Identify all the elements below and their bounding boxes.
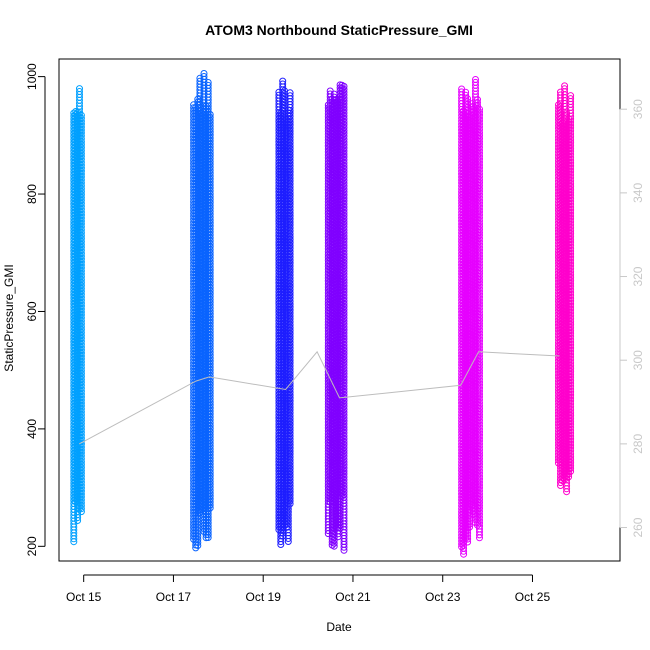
series-group [458,76,483,558]
series-layer [70,70,575,558]
data-point [196,74,204,82]
series-group [70,85,85,546]
data-point [76,85,83,93]
data-point [77,114,85,122]
data-point [200,73,208,80]
data-point [77,111,85,119]
series-group [190,70,214,552]
data-point [76,88,83,95]
data-point [200,70,208,77]
data-point [198,112,206,120]
series-group [324,81,348,554]
data-point [196,77,204,85]
chart-title: ATOM3 Northbound StaticPressure_GMI [205,22,473,38]
series-group [275,77,294,548]
